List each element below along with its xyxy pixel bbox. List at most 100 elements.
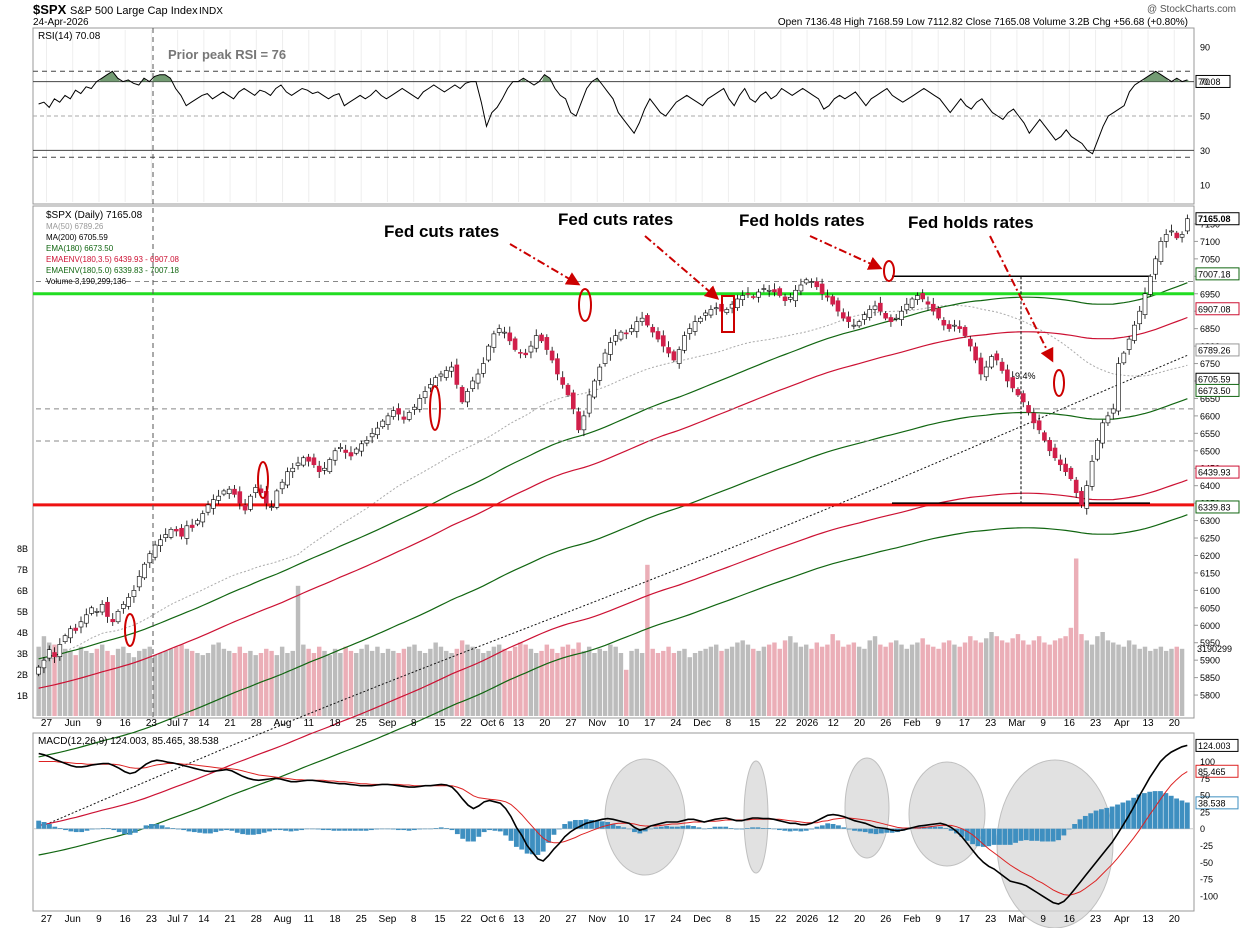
volume-bar: [629, 650, 634, 716]
candle-body: [269, 506, 274, 508]
volume-bar: [809, 648, 814, 716]
x-axis-label: 20: [539, 718, 551, 729]
candle-body: [745, 293, 751, 295]
candle-body: [809, 281, 814, 283]
macd-histogram-bar: [234, 828, 240, 833]
macd-histogram-bar: [970, 828, 976, 845]
rsi-overbought-fill: [1174, 78, 1180, 82]
volume-bar: [237, 646, 243, 716]
candle-body: [518, 352, 523, 354]
candle-body: [724, 309, 730, 313]
macd-histogram-bar: [170, 828, 176, 829]
macd-histogram-bar: [1066, 828, 1072, 830]
macd-histogram-bar: [84, 828, 90, 831]
candle-body: [221, 490, 227, 495]
candle-body: [888, 317, 894, 322]
legend-volume: Volume 3,190,299,136: [46, 277, 127, 286]
volume-bar: [68, 650, 73, 716]
x-axis-label: 16: [120, 914, 132, 925]
macd-histogram-bar: [610, 824, 616, 829]
candle-body: [634, 321, 640, 332]
volume-bar: [708, 646, 714, 716]
volume-bar: [904, 648, 910, 716]
candle-body: [1047, 440, 1053, 452]
x-axis-label: 2026: [796, 718, 819, 729]
candle-body: [459, 386, 465, 403]
volume-bar: [761, 646, 767, 716]
volume-bar: [391, 650, 396, 716]
macd-histogram-bar: [932, 826, 938, 829]
macd-histogram-bar: [793, 828, 798, 831]
candle-body: [68, 628, 73, 639]
candle-body: [1110, 408, 1116, 414]
price-tick-label: 7100: [1200, 237, 1220, 247]
candle-body: [364, 440, 370, 444]
candle-body: [1052, 447, 1058, 459]
volume-bar: [729, 646, 735, 716]
candle-body: [756, 291, 761, 298]
macd-histogram-bar: [809, 828, 815, 830]
volume-bar: [47, 642, 52, 716]
macd-histogram-bar: [267, 828, 272, 832]
volume-bar: [131, 657, 137, 716]
volume-bar: [274, 655, 280, 716]
x-axis-label: 9: [96, 914, 102, 925]
candle-body: [353, 448, 359, 454]
candle-body: [772, 289, 777, 293]
candle-body: [1147, 276, 1153, 295]
annotation-ellipse: [124, 613, 136, 647]
candle-body: [952, 324, 957, 327]
macd-tag-box: [1195, 764, 1239, 778]
x-axis-label: 11: [304, 914, 315, 925]
x-axis-label: 14: [198, 914, 210, 925]
price-tag-box: [1195, 465, 1240, 479]
candle-body: [1116, 363, 1121, 412]
candle-body: [867, 309, 873, 318]
candle-body: [613, 335, 618, 342]
candle-body: [968, 338, 973, 347]
macd-histogram-bar: [734, 828, 739, 830]
candle-body: [433, 377, 438, 387]
volume-bar: [1137, 648, 1142, 716]
volume-bar: [84, 650, 89, 716]
volume-bar: [121, 646, 126, 716]
candle-body: [1095, 440, 1100, 460]
macd-histogram-bar: [460, 828, 466, 839]
volume-bar: [269, 650, 274, 716]
candle-body: [544, 337, 550, 350]
volume-bar: [777, 648, 782, 716]
macd-histogram-bar: [1061, 828, 1067, 836]
volume-bar: [512, 646, 518, 716]
volume-bar: [925, 644, 931, 716]
rsi-tick-label: 10: [1200, 180, 1210, 190]
volume-bar: [396, 653, 401, 716]
price-tag-box: [1195, 383, 1240, 397]
macd-histogram-bar: [1184, 802, 1190, 829]
macd-histogram-bar: [1093, 810, 1099, 829]
candle-body: [306, 456, 311, 462]
x-axis-label: Apr: [1114, 718, 1130, 729]
macd-histogram-bar: [648, 828, 653, 830]
x-axis-label: 8: [726, 914, 732, 925]
macd-histogram-bar: [73, 828, 79, 833]
volume-bar: [793, 642, 798, 716]
volume-bar: [115, 648, 121, 716]
x-axis-label: 27: [41, 718, 53, 729]
price-tick-label: 6600: [1200, 411, 1220, 421]
volume-bar: [200, 655, 205, 716]
x-axis-label: 10: [618, 718, 630, 729]
macd-histogram-bar: [573, 819, 578, 829]
volume-bar: [819, 646, 825, 716]
annotation-ellipse: [257, 461, 269, 499]
candle-body: [1068, 467, 1074, 480]
macd-histogram-bar: [320, 828, 326, 831]
volume-bar: [639, 653, 645, 716]
volume-bar: [174, 646, 179, 716]
exchange-name: INDX: [199, 6, 223, 17]
annotation-ellipse: [1053, 369, 1065, 397]
macd-histogram-bar: [830, 824, 836, 829]
price-tag-env35_lower: 6439.93: [1198, 468, 1231, 478]
volume-bar: [555, 653, 560, 716]
x-axis-label: 9: [935, 718, 941, 729]
volume-bar: [856, 646, 862, 716]
